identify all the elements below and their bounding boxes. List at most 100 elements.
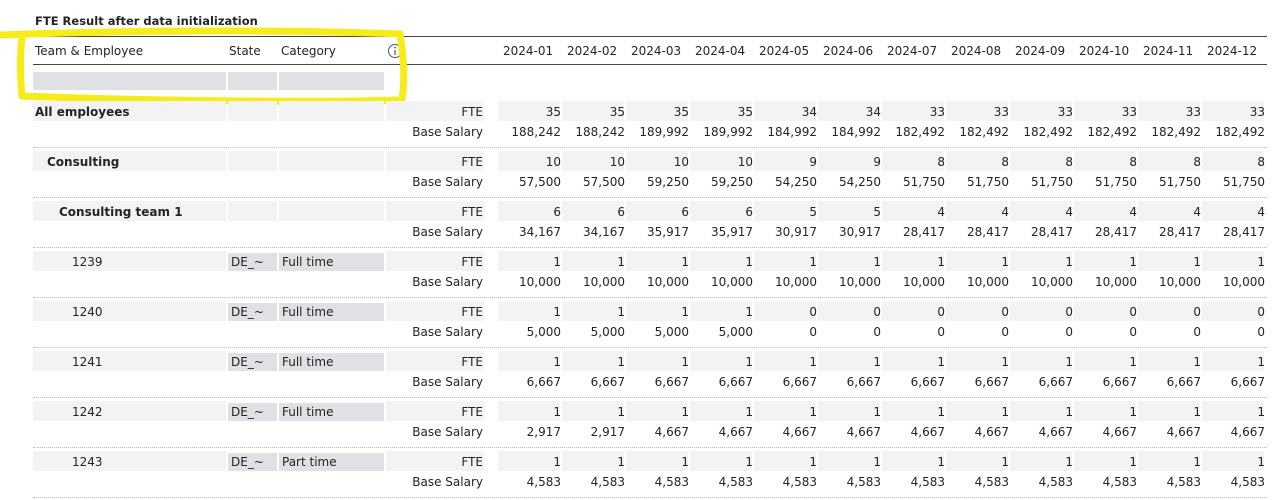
row-band	[1202, 101, 1264, 121]
row-band	[1202, 201, 1264, 221]
cell-value: 4,583	[1230, 475, 1265, 489]
row-band	[386, 451, 484, 471]
cell-value: 1	[745, 355, 753, 369]
row-separator	[33, 197, 1267, 198]
cell-value: 6,667	[654, 375, 689, 389]
row-band	[386, 101, 484, 121]
cell-value: 1	[1001, 405, 1009, 419]
row-band	[690, 301, 752, 321]
measure-name: FTE	[461, 405, 483, 419]
cell-value: 6,667	[590, 375, 625, 389]
cell-value: 28,417	[1095, 225, 1137, 239]
row-band	[562, 101, 624, 121]
cell-value: 4,667	[974, 425, 1009, 439]
row-label: 1242	[72, 405, 103, 419]
cell-value: 1	[745, 305, 753, 319]
cell-value: 1	[553, 455, 561, 469]
cell-value: 5,000	[590, 325, 625, 339]
category: Full time	[282, 355, 334, 369]
cell-value: 1	[1193, 455, 1201, 469]
row-band	[33, 101, 226, 121]
row-band	[498, 151, 560, 171]
row-separator	[33, 147, 1267, 148]
cell-value: 4,583	[526, 475, 561, 489]
row-band	[626, 401, 688, 421]
measure-name: Base Salary	[412, 325, 483, 339]
row-band	[882, 301, 944, 321]
cell-value: 6,667	[782, 375, 817, 389]
cell-value: 4,583	[1038, 475, 1073, 489]
row-band	[690, 151, 752, 171]
cell-value: 1	[1001, 455, 1009, 469]
highlight-annotation	[0, 27, 408, 105]
cell-value: 1	[1065, 455, 1073, 469]
row-band	[33, 151, 226, 171]
cell-value: 28,417	[1031, 225, 1073, 239]
cell-value: 1	[681, 305, 689, 319]
cell-value: 4,583	[846, 475, 881, 489]
cell-value: 1	[617, 255, 625, 269]
cell-value: 10,000	[775, 275, 817, 289]
cell-value: 54,250	[839, 175, 881, 189]
row-band	[562, 451, 624, 471]
cell-value: 6	[617, 205, 625, 219]
cell-value: 1	[873, 405, 881, 419]
state: DE_~	[231, 305, 264, 319]
measure-name: FTE	[461, 105, 483, 119]
row-separator	[33, 497, 1267, 498]
cell-value: 1	[937, 255, 945, 269]
cell-value: 34,167	[519, 225, 561, 239]
visual-title: FTE Result after data initialization	[35, 14, 258, 28]
month-header: 2024-06	[823, 44, 874, 58]
row-band	[946, 151, 1008, 171]
cell-value: 30,917	[775, 225, 817, 239]
row-band	[882, 201, 944, 221]
cell-value: 4,667	[846, 425, 881, 439]
cell-value: 33	[1121, 105, 1137, 119]
cell-value: 1	[1129, 355, 1137, 369]
cell-value: 1	[873, 355, 881, 369]
month-header: 2024-04	[695, 44, 746, 58]
row-band	[882, 101, 944, 121]
row-band	[818, 401, 880, 421]
month-header: 2024-05	[759, 44, 810, 58]
row-band	[1202, 151, 1264, 171]
row-band	[690, 101, 752, 121]
cell-value: 0	[1001, 305, 1009, 319]
row-band	[1138, 401, 1200, 421]
row-band	[626, 451, 688, 471]
state-cell	[228, 403, 277, 421]
cell-value: 35,917	[711, 225, 753, 239]
cell-value: 4,583	[782, 475, 817, 489]
month-header: 2024-03	[631, 44, 682, 58]
cell-value: 0	[1193, 305, 1201, 319]
cell-value: 1	[745, 255, 753, 269]
row-band	[1138, 451, 1200, 471]
row-band	[562, 201, 624, 221]
cell-value: 6,667	[910, 375, 945, 389]
state-cell	[228, 253, 277, 271]
measure-name: Base Salary	[412, 275, 483, 289]
cell-value: 1	[1065, 405, 1073, 419]
category-cell	[279, 403, 384, 421]
cell-value: 4,583	[654, 475, 689, 489]
cell-value: 33	[1185, 105, 1201, 119]
row-band	[626, 301, 688, 321]
row-band	[626, 251, 688, 271]
cell-value: 9	[809, 155, 817, 169]
cell-value: 30,917	[839, 225, 881, 239]
state: DE_~	[231, 355, 264, 369]
row-band	[818, 101, 880, 121]
row-band	[1074, 451, 1136, 471]
category: Full time	[282, 405, 334, 419]
row-band	[690, 351, 752, 371]
row-band	[1074, 151, 1136, 171]
row-band	[386, 201, 484, 221]
cell-value: 0	[1257, 305, 1265, 319]
row-band	[626, 351, 688, 371]
cell-value: 6,667	[1166, 375, 1201, 389]
measure-name: FTE	[461, 355, 483, 369]
cell-value: 0	[1129, 305, 1137, 319]
cell-value: 6	[681, 205, 689, 219]
cell-value: 1	[681, 455, 689, 469]
